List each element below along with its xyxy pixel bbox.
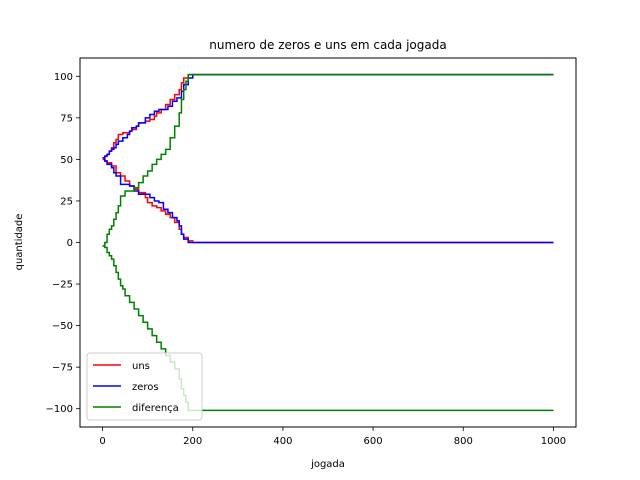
y-tick-label: 50 <box>60 155 73 166</box>
y-axis-label: quantidade <box>14 214 25 271</box>
series-line-2-0 <box>102 73 554 247</box>
y-tick-label: 0 <box>67 238 73 249</box>
x-tick-label: 800 <box>454 436 473 447</box>
x-tick-label: 1000 <box>541 436 566 447</box>
y-tick-label: 25 <box>60 196 73 207</box>
x-tick-label: 400 <box>273 436 292 447</box>
y-tick-label: −50 <box>52 321 73 332</box>
x-tick-label: 600 <box>364 436 383 447</box>
legend: uns zeros diferença <box>86 352 203 421</box>
legend-label: zeros <box>132 382 159 393</box>
x-axis: 0 200 400 600 800 1000 <box>99 427 566 447</box>
series-line-1-1 <box>102 156 554 244</box>
y-tick-label: 75 <box>60 113 73 124</box>
y-tick-label: −75 <box>52 363 73 374</box>
legend-label: uns <box>132 361 150 372</box>
y-tick-label: −100 <box>46 404 73 415</box>
y-tick-label: 100 <box>54 72 73 83</box>
legend-label: diferença <box>132 403 179 414</box>
x-tick-label: 0 <box>99 436 105 447</box>
x-tick-label: 200 <box>183 436 202 447</box>
x-axis-label: jogada <box>310 459 345 470</box>
y-axis: −100 −75 −50 −25 0 25 50 75 100 <box>46 72 80 415</box>
legend-box <box>86 352 203 421</box>
y-tick-label: −25 <box>52 280 73 291</box>
chart-title: numero de zeros e uns em cada jogada <box>209 38 446 52</box>
series-line-1-0 <box>102 73 554 159</box>
